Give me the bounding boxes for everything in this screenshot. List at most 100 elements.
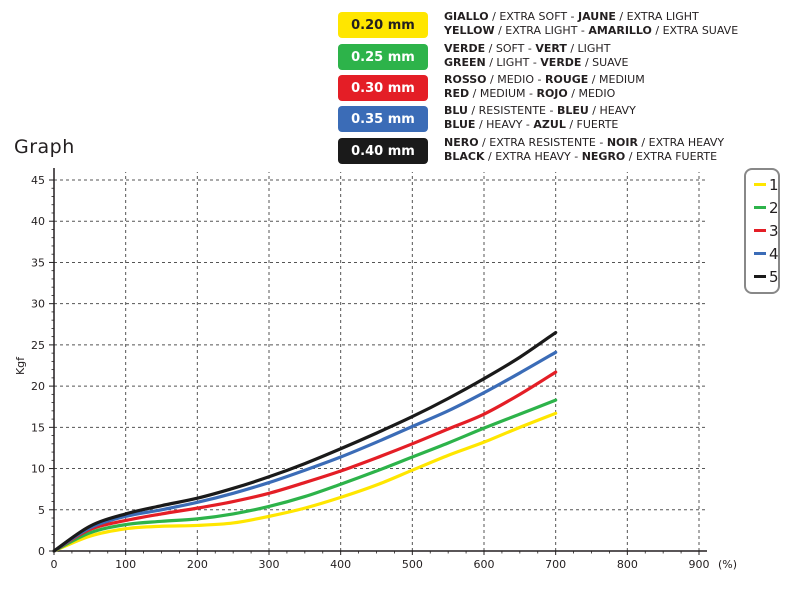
legend-swatch <box>754 275 766 278</box>
legend-label: 4 <box>769 245 779 263</box>
x-tick-label: 0 <box>51 558 58 571</box>
x-tick-label: 700 <box>545 558 566 571</box>
y-axis-label: Kgf <box>14 356 27 375</box>
legend-item: 5 <box>752 266 782 286</box>
key-text-segment: VERT <box>535 42 567 55</box>
key-text-segment: / MEDIUM <box>588 73 645 86</box>
key-line-2: GREEN / LIGHT - VERDE / SUAVE <box>444 56 628 70</box>
x-tick-label: 200 <box>187 558 208 571</box>
key-row: 0.35 mm BLU / RESISTENTE - BLEU / HEAVY BL… <box>338 104 774 132</box>
key-text-segment: JAUNE <box>578 10 616 23</box>
legend-swatch <box>754 229 766 232</box>
series-line <box>52 330 558 553</box>
key-text-segment: BLUE <box>444 118 476 131</box>
key-text-segment: / SOFT - <box>485 42 536 55</box>
series-line <box>52 398 558 553</box>
legend-item: 4 <box>752 243 782 263</box>
legend-swatch <box>754 206 766 209</box>
y-tick-label: 40 <box>31 215 45 228</box>
key-text-segment: / HEAVY <box>588 104 636 117</box>
key-swatch: 0.30 mm <box>338 75 428 101</box>
key-row: 0.30 mm ROSSO / MEDIO - ROUGE / MEDIUM RED… <box>338 73 774 101</box>
y-tick-label: 10 <box>31 463 45 476</box>
key-line-2: BLUE / HEAVY - AZUL / FUERTE <box>444 118 636 132</box>
key-line-1: ROSSO / MEDIO - ROUGE / MEDIUM <box>444 73 645 87</box>
key-text-segment: / MEDIO - <box>486 73 546 86</box>
key-text-segment: / MEDIO <box>567 87 616 100</box>
key-text-segment: BLACK <box>444 150 485 163</box>
key-line-2: BLACK / EXTRA HEAVY - NEGRO / EXTRA FUER… <box>444 150 724 164</box>
x-tick-label: 300 <box>259 558 280 571</box>
x-tick-label: 400 <box>330 558 351 571</box>
key-text-segment: VERDE <box>444 42 486 55</box>
key-text-segment: RED <box>444 87 470 100</box>
key-text-segment: / LIGHT - <box>485 56 541 69</box>
x-tick-label: 800 <box>617 558 638 571</box>
key-text-segment: / EXTRA LIGHT <box>615 10 699 23</box>
series-line <box>52 411 558 553</box>
key-text-segment: / SUAVE <box>581 56 629 69</box>
legend-label: 5 <box>769 268 779 286</box>
legend-label: 1 <box>769 176 779 194</box>
y-tick-label: 25 <box>31 339 45 352</box>
key-text-segment: ROUGE <box>545 73 589 86</box>
key-line-1: NERO / EXTRA RESISTENTE - NOIR / EXTRA H… <box>444 136 724 150</box>
key-text-segment: GIALLO <box>444 10 489 23</box>
key-text-segment: BLEU <box>556 104 589 117</box>
key-text-segment: ROJO <box>536 87 568 100</box>
key-text-segment: / MEDIUM - <box>469 87 537 100</box>
y-tick-label: 15 <box>31 421 45 434</box>
y-tick-label: 20 <box>31 380 45 393</box>
key-text-segment: / EXTRA SOFT - <box>488 10 579 23</box>
key-text-segment: / EXTRA RESISTENTE - <box>478 136 607 149</box>
key-text-segment: / EXTRA LIGHT - <box>494 24 589 37</box>
key-line-2: YELLOW / EXTRA LIGHT - AMARILLO / EXTRA … <box>444 24 738 38</box>
key-text-segment: / EXTRA FUERTE <box>625 150 718 163</box>
key-text-segment: / RESISTENTE - <box>467 104 557 117</box>
key-swatch: 0.35 mm <box>338 106 428 132</box>
key-line-1: GIALLO / EXTRA SOFT - JAUNE / EXTRA LIGH… <box>444 10 738 24</box>
key-swatch: 0.25 mm <box>338 44 428 70</box>
key-text-segment: NOIR <box>606 136 638 149</box>
x-tick-label: 100 <box>115 558 136 571</box>
key-description: ROSSO / MEDIO - ROUGE / MEDIUM RED / MEDI… <box>444 73 645 101</box>
key-text-segment: / LIGHT <box>566 42 611 55</box>
key-description: NERO / EXTRA RESISTENTE - NOIR / EXTRA H… <box>444 136 724 164</box>
legend-item: 3 <box>752 220 782 240</box>
key-text-segment: BLU <box>444 104 468 117</box>
series-line <box>52 350 558 553</box>
key-text-segment: / EXTRA HEAVY - <box>484 150 582 163</box>
key-line-1: VERDE / SOFT - VERT / LIGHT <box>444 42 628 56</box>
key-row: 0.25 mm VERDE / SOFT - VERT / LIGHT GREEN … <box>338 42 774 70</box>
legend-swatch <box>754 252 766 255</box>
key-text-segment: NERO <box>444 136 479 149</box>
key-text-segment: NEGRO <box>581 150 626 163</box>
x-tick-label: 500 <box>402 558 423 571</box>
key-text-segment: ROSSO <box>444 73 487 86</box>
legend-item: 2 <box>752 197 782 217</box>
key-text-segment: / HEAVY - <box>475 118 534 131</box>
key-description: VERDE / SOFT - VERT / LIGHT GREEN / LIGHT… <box>444 42 628 70</box>
key-swatch: 0.40 mm <box>338 138 428 164</box>
key-text-segment: / EXTRA HEAVY <box>637 136 725 149</box>
key-line-2: RED / MEDIUM - ROJO / MEDIO <box>444 87 645 101</box>
y-tick-label: 45 <box>31 174 45 187</box>
key-description: GIALLO / EXTRA SOFT - JAUNE / EXTRA LIGH… <box>444 10 738 38</box>
key-text-segment: AZUL <box>533 118 566 131</box>
legend-label: 2 <box>769 199 779 217</box>
key-text-segment: / EXTRA SUAVE <box>651 24 739 37</box>
legend-label: 3 <box>769 222 779 240</box>
legend-swatch <box>754 183 766 186</box>
key-text-segment: AMARILLO <box>588 24 652 37</box>
key-text-segment: VERDE <box>540 56 582 69</box>
key-text-segment: GREEN <box>444 56 486 69</box>
key-row: 0.20 mm GIALLO / EXTRA SOFT - JAUNE / EXT… <box>338 10 774 38</box>
key-text-segment: YELLOW <box>444 24 495 37</box>
x-tick-label: 900 <box>689 558 710 571</box>
y-tick-label: 30 <box>31 298 45 311</box>
y-tick-label: 0 <box>38 545 45 558</box>
y-tick-label: 35 <box>31 256 45 269</box>
legend-item: 1 <box>752 174 782 194</box>
key-row: 0.40 mm NERO / EXTRA RESISTENTE - NOIR / … <box>338 136 774 164</box>
